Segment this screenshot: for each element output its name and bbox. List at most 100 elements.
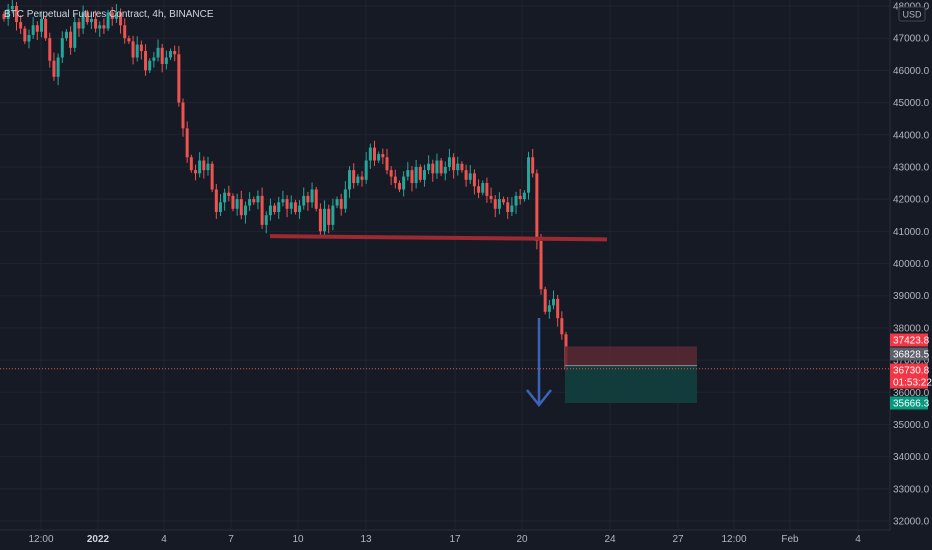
down-arrow-icon[interactable] bbox=[526, 318, 552, 408]
candle-body bbox=[2, 14, 6, 19]
candle-body bbox=[164, 57, 168, 64]
candle-body bbox=[360, 176, 364, 180]
price-tag-entry: 36828.5 bbox=[890, 347, 930, 361]
candle-body bbox=[402, 176, 406, 190]
candle-body bbox=[460, 163, 464, 171]
candle-body bbox=[160, 47, 164, 64]
candle-body bbox=[368, 147, 372, 161]
candle-body bbox=[502, 199, 506, 203]
candle-body bbox=[273, 205, 277, 212]
candle-body bbox=[556, 298, 560, 319]
time-tick-label: Feb bbox=[781, 534, 799, 545]
price-tick-label: 39000.0 bbox=[893, 291, 930, 302]
price-tick-label: 41000.0 bbox=[893, 227, 930, 238]
stop-loss-zone[interactable] bbox=[565, 346, 697, 366]
candle-body bbox=[60, 38, 64, 58]
candle-body bbox=[539, 240, 543, 290]
candle-body bbox=[506, 202, 510, 212]
price-tags: 37423.8 36828.5 36730.801:53:22 35666.3 bbox=[890, 333, 932, 410]
candle-body bbox=[189, 157, 193, 171]
candle-body bbox=[248, 199, 252, 206]
time-axis[interactable]: 12:00 2022 4 7 10 13 17 20 24 27 12:00 Feb 4 bbox=[28, 534, 861, 545]
candle-body bbox=[39, 18, 43, 32]
candle-body bbox=[310, 189, 314, 203]
grid-lines bbox=[0, 0, 890, 530]
candle-body bbox=[510, 205, 514, 212]
candle-body bbox=[206, 163, 210, 171]
price-tag-target: 35666.3 bbox=[890, 396, 930, 410]
candle-body bbox=[293, 202, 297, 212]
candlestick-series bbox=[2, 0, 568, 373]
candle-body bbox=[210, 163, 214, 190]
candle-body bbox=[44, 18, 48, 39]
price-axis[interactable]: 32000.0 33000.0 34000.0 35000.0 36000.0 37000… bbox=[893, 2, 930, 528]
candle-body bbox=[202, 160, 206, 171]
candle-body bbox=[339, 199, 343, 209]
candle-body bbox=[497, 199, 501, 209]
time-tick-label: 4 bbox=[855, 534, 861, 545]
price-tag-label: 37423.8 bbox=[893, 336, 930, 347]
candle-body bbox=[31, 25, 35, 35]
candle-body bbox=[314, 189, 318, 209]
candle-body bbox=[535, 173, 539, 241]
candle-body bbox=[518, 195, 522, 200]
candle-body bbox=[493, 199, 497, 209]
candle-body bbox=[477, 186, 481, 193]
candle-body bbox=[552, 298, 556, 306]
candle-body bbox=[144, 51, 148, 71]
price-tick-label: 45000.0 bbox=[893, 98, 930, 109]
candle-body bbox=[327, 208, 331, 225]
candle-body bbox=[485, 183, 489, 196]
candle-body bbox=[102, 25, 106, 29]
candle-body bbox=[302, 195, 306, 206]
candle-body bbox=[527, 157, 531, 193]
candle-body bbox=[522, 192, 526, 200]
candle-body bbox=[119, 12, 123, 26]
candle-body bbox=[289, 202, 293, 209]
candle-body bbox=[393, 176, 397, 184]
price-tick-label: 42000.0 bbox=[893, 195, 930, 206]
price-tag-label: 35666.3 bbox=[893, 398, 930, 409]
candle-body bbox=[277, 202, 281, 212]
time-tick-label: 10 bbox=[292, 534, 304, 545]
time-tick-label: 12:00 bbox=[721, 534, 746, 545]
price-tag-label: 01:53:22 bbox=[893, 378, 932, 389]
candle-body bbox=[343, 189, 347, 209]
candle-body bbox=[468, 173, 472, 180]
time-tick-label: 20 bbox=[516, 534, 528, 545]
candle-body bbox=[281, 199, 285, 203]
candle-body bbox=[10, 6, 14, 10]
support-line[interactable] bbox=[269, 234, 608, 242]
currency-label: USD bbox=[902, 10, 922, 20]
candle-body bbox=[123, 25, 127, 39]
price-tick-label: 34000.0 bbox=[893, 452, 930, 463]
price-tag-countdown: 01:53:22 bbox=[890, 375, 932, 389]
candle-body bbox=[489, 195, 493, 200]
candle-body bbox=[560, 318, 564, 335]
chart-title: BTC Perpetual Futures Contract, 4h, BINA… bbox=[4, 9, 214, 20]
candle-body bbox=[56, 57, 60, 77]
candle-body bbox=[114, 12, 118, 19]
candle-body bbox=[406, 170, 410, 177]
take-profit-zone[interactable] bbox=[565, 365, 697, 403]
time-tick-label: 27 bbox=[672, 534, 684, 545]
price-tick-label: 35000.0 bbox=[893, 420, 930, 431]
time-tick-label: 24 bbox=[604, 534, 616, 545]
candle-body bbox=[447, 157, 451, 167]
candle-body bbox=[547, 305, 551, 312]
price-tag-label: 36828.5 bbox=[893, 350, 930, 361]
candle-body bbox=[256, 195, 260, 203]
time-tick-label: 2022 bbox=[87, 534, 110, 545]
candle-body bbox=[35, 25, 39, 32]
candle-body bbox=[306, 195, 310, 203]
candle-body bbox=[23, 28, 27, 42]
currency-selector[interactable]: USD bbox=[898, 6, 926, 22]
candle-body bbox=[464, 170, 468, 180]
candle-body bbox=[135, 44, 139, 58]
price-tick-label: 44000.0 bbox=[893, 130, 930, 141]
candle-body bbox=[381, 154, 385, 158]
candle-body bbox=[73, 22, 77, 48]
candle-body bbox=[27, 34, 31, 42]
candle-body bbox=[110, 12, 114, 19]
